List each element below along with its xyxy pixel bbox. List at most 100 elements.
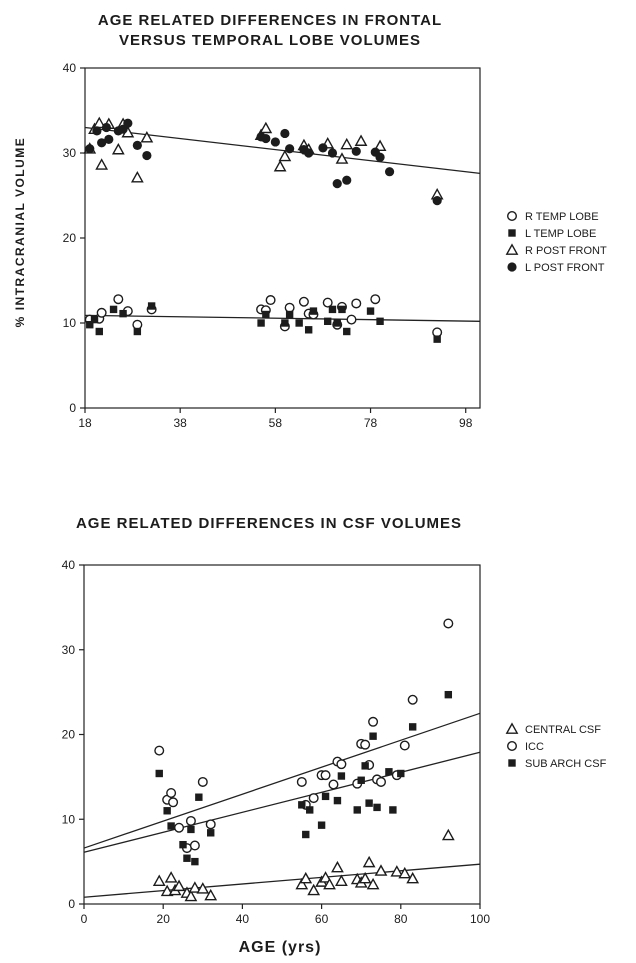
data-point [179,840,187,849]
plot-frame [84,67,481,409]
data-point [261,133,271,144]
data-point [285,144,295,154]
data-point [360,739,371,750]
data-point [184,889,198,902]
legend-marker [507,262,517,272]
trend-line [84,126,481,175]
y-tick-label: 40 [63,61,77,75]
legend-entry: CENTRAL CSF [505,722,601,736]
data-point [259,121,273,134]
series-l-temp-lobe [86,302,441,343]
data-point [295,877,309,890]
y-tick-label: 20 [62,728,76,742]
chart-title: AGE RELATED DIFFERENCES IN CSF VOLUMES [76,515,462,532]
csf-volumes-chart: AGE RELATED DIFFERENCES IN CSF VOLUMES 0… [62,515,607,926]
data-point [366,307,375,315]
x-tick-label: 40 [236,912,250,926]
data-point [432,327,443,338]
data-point [335,874,348,886]
data-point [96,307,107,318]
legend-entry: R POST FRONT [505,243,607,257]
data-point [338,305,346,314]
data-point [375,152,385,162]
data-point [92,126,102,136]
data-point [353,806,361,814]
data-point [280,128,290,139]
data-point [132,140,142,150]
data-point [406,871,420,884]
y-tick-label: 40 [62,558,76,572]
x-tick-label: 100 [470,912,490,926]
legend-marker [508,229,516,237]
data-point [86,321,94,329]
data-point [320,770,331,781]
data-point [185,815,196,826]
y-tick-label: 10 [62,812,76,826]
data-point [104,134,114,144]
x-tick-label: 78 [364,416,378,430]
x-tick-label: 0 [81,912,88,926]
data-point [328,305,337,314]
data-point [97,138,107,148]
data-point [299,871,313,884]
data-point [257,319,265,327]
data-point [441,828,455,841]
data-point [327,148,338,158]
data-point [132,319,143,330]
data-point [343,327,351,336]
data-point [295,319,303,327]
data-point [333,796,342,805]
data-point [109,305,118,314]
legend-label: CENTRAL CSF [525,724,601,736]
data-point [101,122,112,133]
data-point [123,118,133,128]
data-point [147,302,156,310]
data-point [95,158,109,170]
legend-label: L TEMP LOBE [525,228,596,240]
data-point [174,822,185,833]
data-point [197,776,208,787]
data-point [376,776,387,787]
data-point [142,150,152,161]
data-point [270,137,280,147]
data-point [130,171,144,183]
data-point [340,137,354,150]
data-point [324,317,332,325]
data-point [397,769,405,778]
frontal-temporal-chart: AGE RELATED DIFFERENCES IN FRONTAL VERSU… [63,12,607,430]
legend-marker [507,210,518,221]
data-point [358,871,372,884]
data-point [113,294,124,305]
y-tick-label: 10 [63,316,77,330]
data-point [336,759,347,770]
data-point [111,142,125,155]
data-point [408,723,417,731]
x-tick-label: 58 [269,416,283,430]
data-point [342,175,352,185]
data-point [376,317,384,325]
data-point [309,307,318,315]
x-tick-label: 80 [394,912,408,926]
legend-label: R TEMP LOBE [525,211,599,223]
chart-title-line-1: AGE RELATED DIFFERENCES IN FRONTAL [98,12,442,29]
legend-marker [505,243,519,255]
data-point [304,326,313,334]
data-point [337,772,346,780]
legend-label: L POST FRONT [525,262,605,274]
data-point [195,793,203,801]
data-point [262,310,270,319]
data-point [191,857,199,866]
data-point [278,149,292,162]
data-point [323,877,336,890]
data-point [265,295,276,306]
data-point [321,792,330,801]
legend-entry: L POST FRONT [507,262,605,274]
data-point [167,822,175,830]
series-sub-arch-csf [155,690,453,866]
plot-frame [83,564,481,905]
legend-marker [505,722,519,734]
data-point [90,315,99,324]
y-tick-label: 30 [62,643,76,657]
data-point [172,879,186,892]
